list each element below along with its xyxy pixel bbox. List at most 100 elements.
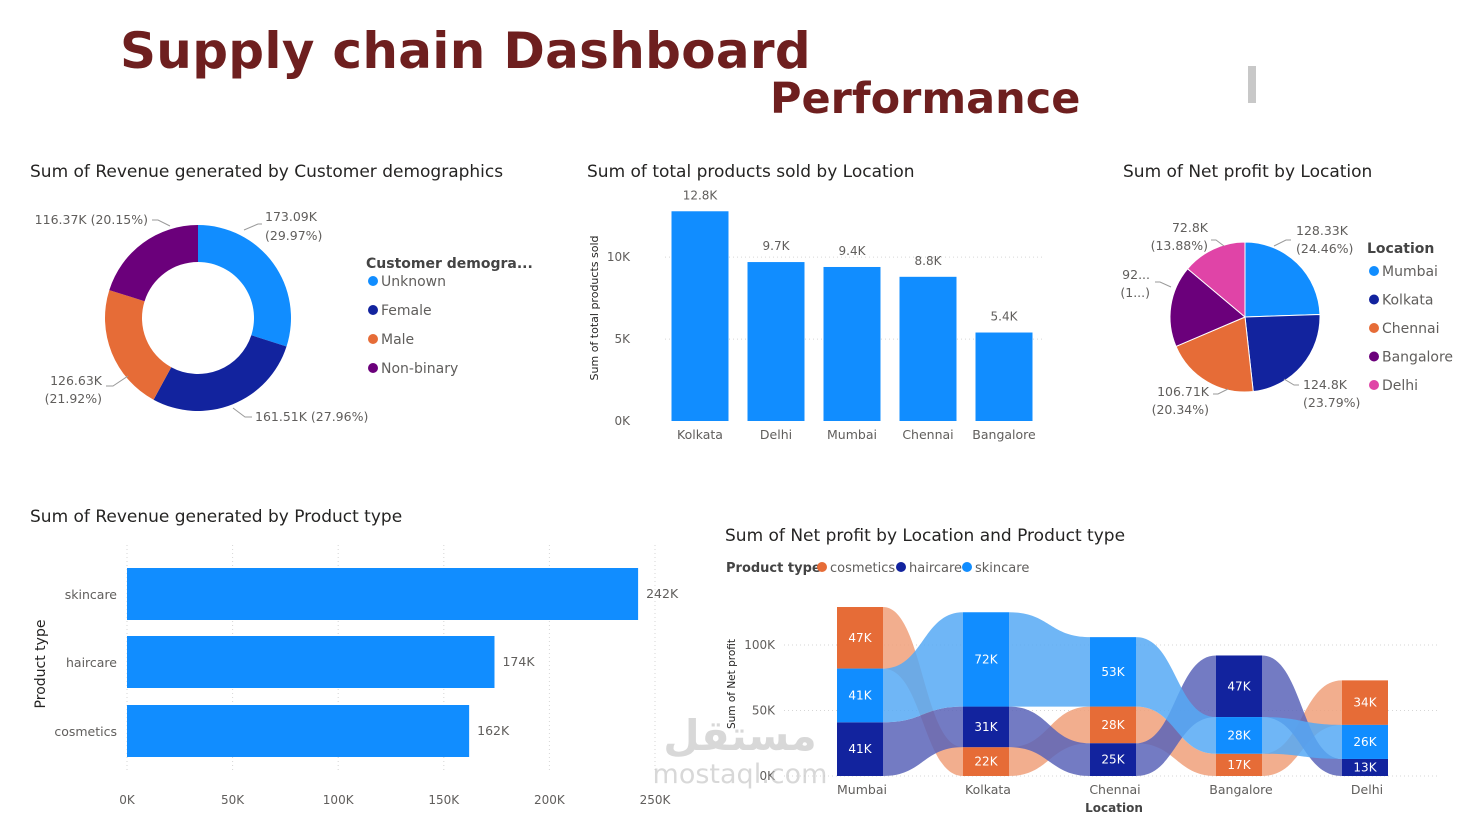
pie-legend-label: Kolkata — [1382, 293, 1433, 309]
pie-legend-label: Bangalore — [1382, 350, 1453, 366]
pie-legend-marker — [1369, 380, 1379, 390]
pie-slice-bangalore — [1169, 268, 1246, 348]
pie-data-label: 124.8K — [1303, 377, 1348, 392]
pie-data-label: 72.8K — [1172, 220, 1209, 235]
pie-data-label-pct: (20.34%) — [1152, 402, 1209, 417]
bar1-data-label: 9.7K — [763, 239, 791, 253]
pie-data-label: 106.71K — [1157, 384, 1210, 399]
donut-legend-title: Customer demogra... — [366, 256, 533, 272]
donut-legend-marker — [368, 305, 378, 315]
donut-slice-nonbinary — [109, 225, 198, 302]
ribbon-data-label: 34K — [1353, 696, 1377, 710]
pie-leader-line — [1273, 239, 1291, 247]
hbar-data-label: 174K — [502, 654, 535, 669]
ribbon-x-tick: Delhi — [1351, 782, 1383, 797]
pie-slice-kolkata — [1244, 313, 1321, 393]
donut-data-label-pct: (21.92%) — [45, 391, 102, 406]
hbar-x-tick: 50K — [221, 793, 245, 807]
ribbon-segment-skincare — [1090, 637, 1136, 707]
ribbon-segment-cosmetics — [837, 607, 883, 669]
ribbon-x-tick: Bangalore — [1209, 782, 1273, 797]
ribbon-data-label: 41K — [848, 688, 872, 702]
ribbon-segment-skincare — [1216, 717, 1262, 754]
donut-data-label-pct: (29.97%) — [265, 228, 322, 243]
bar1-data-label: 8.8K — [915, 254, 943, 268]
ribbon-segment-cosmetics — [1216, 753, 1262, 776]
bar1-x-tick: Delhi — [760, 427, 792, 442]
bar1-y-tick: 10K — [607, 250, 631, 264]
ribbon-band-haircare — [1262, 655, 1342, 776]
hbar-y-tick: haircare — [66, 655, 117, 670]
donut-slice-unknown — [198, 225, 292, 347]
bar1-y-tick: 0K — [614, 414, 631, 428]
ribbon-data-label: 28K — [1101, 718, 1125, 732]
ribbon-x-tick: Chennai — [1089, 782, 1140, 797]
products-sold-bar-chart[interactable]: 0K 5K 10K Sum of total products sold 12.8K Ko… — [575, 190, 1075, 460]
bar1-bar-kolkata — [671, 211, 729, 421]
donut-legend-marker — [368, 363, 378, 373]
pie-leader-line — [1211, 239, 1225, 247]
hbar-data-label: 162K — [477, 723, 510, 738]
donut-slice-female — [153, 335, 287, 411]
revenue-product-bar-chart[interactable]: 0K 50K 100K 150K 200K 250K Product type 242K ski… — [0, 530, 700, 820]
ribbon-segment-haircare — [963, 706, 1009, 748]
pie-leader-line — [1155, 281, 1172, 288]
hbar-bar-skincare — [127, 568, 639, 620]
ribbon-chart-title: Sum of Net profit by Location and Produc… — [725, 526, 1126, 546]
ribbon-segment-cosmetics — [1342, 680, 1388, 725]
ribbon-band-haircare — [883, 706, 963, 776]
net-profit-ribbon-chart[interactable]: Product type cosmetics haircare skincare 0K 5… — [700, 552, 1474, 820]
bar1-data-label: 12.8K — [683, 190, 719, 202]
pie-legend-marker — [1369, 323, 1379, 333]
ribbon-segment-haircare — [1342, 758, 1388, 776]
pie-legend-label: Mumbai — [1382, 264, 1438, 280]
bar1-bar-delhi — [747, 262, 805, 421]
ribbon-band-haircare — [1009, 706, 1090, 776]
ribbon-data-label: 47K — [848, 631, 872, 645]
dashboard-subtitle: Performance — [770, 74, 1081, 124]
ribbon-data-label: 13K — [1353, 760, 1377, 774]
pie-legend-label: Chennai — [1382, 321, 1439, 337]
bar1-x-tick: Kolkata — [677, 427, 723, 442]
donut-legend-label: Male — [381, 332, 414, 348]
pie-leader-line — [1283, 378, 1299, 386]
hbar-x-tick: 250K — [640, 793, 672, 807]
bar1-bar-mumbai — [823, 266, 881, 421]
donut-legend-label: Non-binary — [381, 361, 458, 377]
bar1-data-label: 9.4K — [839, 244, 867, 258]
ribbon-segment-cosmetics — [963, 747, 1009, 776]
ribbon-x-tick: Mumbai — [837, 782, 887, 797]
ribbon-band-skincare — [883, 612, 963, 723]
donut-data-label: 161.51K (27.96%) — [255, 409, 368, 424]
pie-data-label-pct: (1...) — [1120, 285, 1150, 300]
donut-slice-male — [105, 290, 172, 400]
ribbon-legend-label: skincare — [975, 561, 1029, 576]
ribbon-legend-marker — [817, 562, 827, 572]
ribbon-data-label: 41K — [848, 742, 872, 756]
donut-legend-marker — [368, 334, 378, 344]
bar1-y-tick: 5K — [614, 332, 631, 346]
ribbon-legend-label: cosmetics — [830, 561, 895, 576]
pie-legend-title: Location — [1367, 241, 1434, 257]
revenue-product-chart-title: Sum of Revenue generated by Product type — [30, 507, 403, 527]
hbar-x-tick: 150K — [428, 793, 460, 807]
ribbon-segment-skincare — [837, 668, 883, 723]
ribbon-legend-marker — [962, 562, 972, 572]
pie-slice-mumbai — [1244, 241, 1321, 318]
hbar-x-tick: 200K — [534, 793, 566, 807]
pie-slice-chennai — [1175, 316, 1254, 393]
ribbon-data-label: 17K — [1227, 758, 1251, 772]
ribbon-data-label: 53K — [1101, 665, 1125, 679]
demographics-donut-chart[interactable]: 173.09K (29.97%) 161.51K (27.96%) 126.63K (2… — [0, 190, 560, 460]
bar1-bar-chennai — [899, 276, 957, 421]
ribbon-data-label: 47K — [1227, 679, 1251, 693]
ribbon-y-tick: 100K — [744, 638, 776, 652]
net-profit-location-chart-title: Sum of Net profit by Location — [1123, 162, 1373, 182]
ribbon-segment-haircare — [837, 722, 883, 776]
ribbon-data-label: 26K — [1353, 735, 1377, 749]
pie-data-label-pct: (23.79%) — [1303, 395, 1360, 410]
ribbon-data-label: 28K — [1227, 728, 1251, 742]
net-profit-location-pie-chart[interactable]: 128.33K (24.46%) 124.8K (23.79%) 106.71K (20.… — [1100, 190, 1474, 440]
hbar-y-tick: skincare — [65, 587, 118, 602]
bar1-bar-bangalore — [975, 332, 1033, 421]
